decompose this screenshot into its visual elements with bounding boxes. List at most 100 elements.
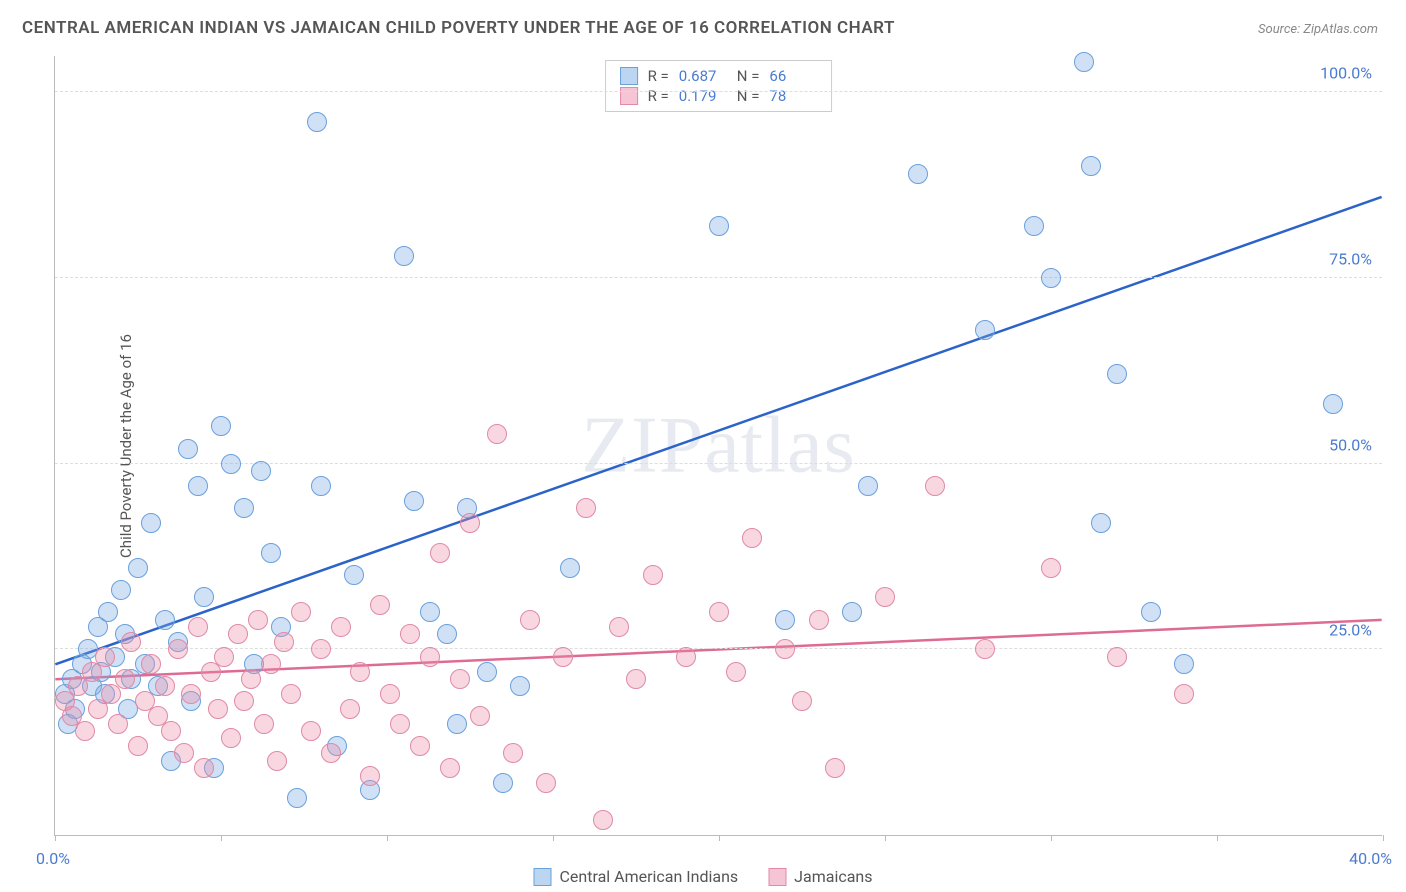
scatter-point bbox=[214, 647, 234, 667]
legend-swatch bbox=[533, 868, 551, 886]
scatter-point bbox=[208, 699, 228, 719]
scatter-point bbox=[1041, 268, 1061, 288]
legend-swatch bbox=[620, 67, 638, 85]
scatter-point bbox=[211, 416, 231, 436]
scatter-point bbox=[75, 721, 95, 741]
scatter-point bbox=[141, 513, 161, 533]
scatter-point bbox=[274, 632, 294, 652]
legend-swatch bbox=[768, 868, 786, 886]
scatter-point bbox=[858, 476, 878, 496]
legend-series-item: Jamaicans bbox=[768, 867, 872, 886]
scatter-point bbox=[520, 610, 540, 630]
scatter-point bbox=[111, 580, 131, 600]
y-tick-label: 50.0% bbox=[1329, 435, 1372, 454]
x-tick bbox=[387, 835, 388, 841]
trend-line bbox=[55, 197, 1381, 664]
trend-lines bbox=[55, 56, 1382, 835]
scatter-point bbox=[98, 602, 118, 622]
scatter-point bbox=[234, 498, 254, 518]
chart-source: Source: ZipAtlas.com bbox=[1258, 22, 1378, 37]
legend-correlation-row: R =0.687N =66 bbox=[620, 66, 818, 86]
scatter-point bbox=[287, 788, 307, 808]
x-tick bbox=[1051, 835, 1052, 841]
chart-title: CENTRAL AMERICAN INDIAN VS JAMAICAN CHIL… bbox=[22, 18, 895, 38]
scatter-point bbox=[340, 699, 360, 719]
scatter-point bbox=[155, 676, 175, 696]
scatter-point bbox=[128, 736, 148, 756]
scatter-point bbox=[609, 617, 629, 637]
x-tick-label-0: 0.0% bbox=[36, 849, 70, 868]
scatter-point bbox=[251, 461, 271, 481]
scatter-point bbox=[394, 246, 414, 266]
grid-line bbox=[55, 277, 1382, 278]
scatter-point bbox=[536, 773, 556, 793]
scatter-point bbox=[108, 714, 128, 734]
legend-n-value: 78 bbox=[769, 87, 817, 105]
grid-line bbox=[55, 91, 1382, 92]
scatter-point bbox=[975, 639, 995, 659]
scatter-point bbox=[908, 164, 928, 184]
scatter-point bbox=[301, 721, 321, 741]
scatter-point bbox=[241, 669, 261, 689]
legend-swatch bbox=[620, 87, 638, 105]
scatter-point bbox=[503, 743, 523, 763]
watermark: ZIPatlas bbox=[581, 400, 856, 491]
legend-series-label: Central American Indians bbox=[559, 867, 738, 886]
scatter-point bbox=[430, 543, 450, 563]
scatter-point bbox=[775, 610, 795, 630]
scatter-point bbox=[128, 558, 148, 578]
scatter-point bbox=[553, 647, 573, 667]
scatter-point bbox=[344, 565, 364, 585]
legend-r-value: 0.687 bbox=[679, 67, 727, 85]
scatter-point bbox=[115, 669, 135, 689]
x-tick bbox=[55, 835, 56, 841]
y-tick-label: 25.0% bbox=[1329, 621, 1372, 640]
scatter-point bbox=[95, 647, 115, 667]
scatter-point bbox=[178, 439, 198, 459]
x-tick-label-40: 40.0% bbox=[1349, 849, 1392, 868]
scatter-point bbox=[487, 424, 507, 444]
legend-series-label: Jamaicans bbox=[794, 867, 872, 886]
legend-r-label: R = bbox=[648, 87, 669, 105]
scatter-point bbox=[775, 639, 795, 659]
scatter-point bbox=[254, 714, 274, 734]
legend-r-value: 0.179 bbox=[679, 87, 727, 105]
y-tick-label: 75.0% bbox=[1329, 249, 1372, 268]
plot-area: ZIPatlas R =0.687N =66R =0.179N =78 25.0… bbox=[54, 56, 1382, 836]
scatter-point bbox=[709, 216, 729, 236]
scatter-point bbox=[404, 491, 424, 511]
scatter-point bbox=[742, 528, 762, 548]
scatter-point bbox=[194, 587, 214, 607]
scatter-point bbox=[370, 595, 390, 615]
scatter-point bbox=[726, 662, 746, 682]
scatter-point bbox=[1141, 602, 1161, 622]
scatter-point bbox=[321, 743, 341, 763]
scatter-point bbox=[709, 602, 729, 622]
scatter-point bbox=[188, 476, 208, 496]
scatter-point bbox=[390, 714, 410, 734]
scatter-point bbox=[181, 684, 201, 704]
scatter-point bbox=[975, 320, 995, 340]
scatter-point bbox=[1323, 394, 1343, 414]
scatter-point bbox=[267, 751, 287, 771]
scatter-point bbox=[493, 773, 513, 793]
grid-line bbox=[55, 648, 1382, 649]
scatter-point bbox=[420, 602, 440, 622]
scatter-point bbox=[155, 610, 175, 630]
scatter-point bbox=[1041, 558, 1061, 578]
scatter-point bbox=[925, 476, 945, 496]
scatter-point bbox=[560, 558, 580, 578]
scatter-point bbox=[470, 706, 490, 726]
scatter-point bbox=[447, 714, 467, 734]
y-tick-label: 100.0% bbox=[1320, 64, 1372, 83]
scatter-point bbox=[643, 565, 663, 585]
scatter-point bbox=[168, 639, 188, 659]
scatter-point bbox=[311, 476, 331, 496]
scatter-point bbox=[291, 602, 311, 622]
legend-r-label: R = bbox=[648, 67, 669, 85]
scatter-point bbox=[825, 758, 845, 778]
scatter-point bbox=[234, 691, 254, 711]
chart-container: CENTRAL AMERICAN INDIAN VS JAMAICAN CHIL… bbox=[0, 0, 1406, 892]
legend-n-label: N = bbox=[737, 87, 760, 105]
scatter-point bbox=[380, 684, 400, 704]
